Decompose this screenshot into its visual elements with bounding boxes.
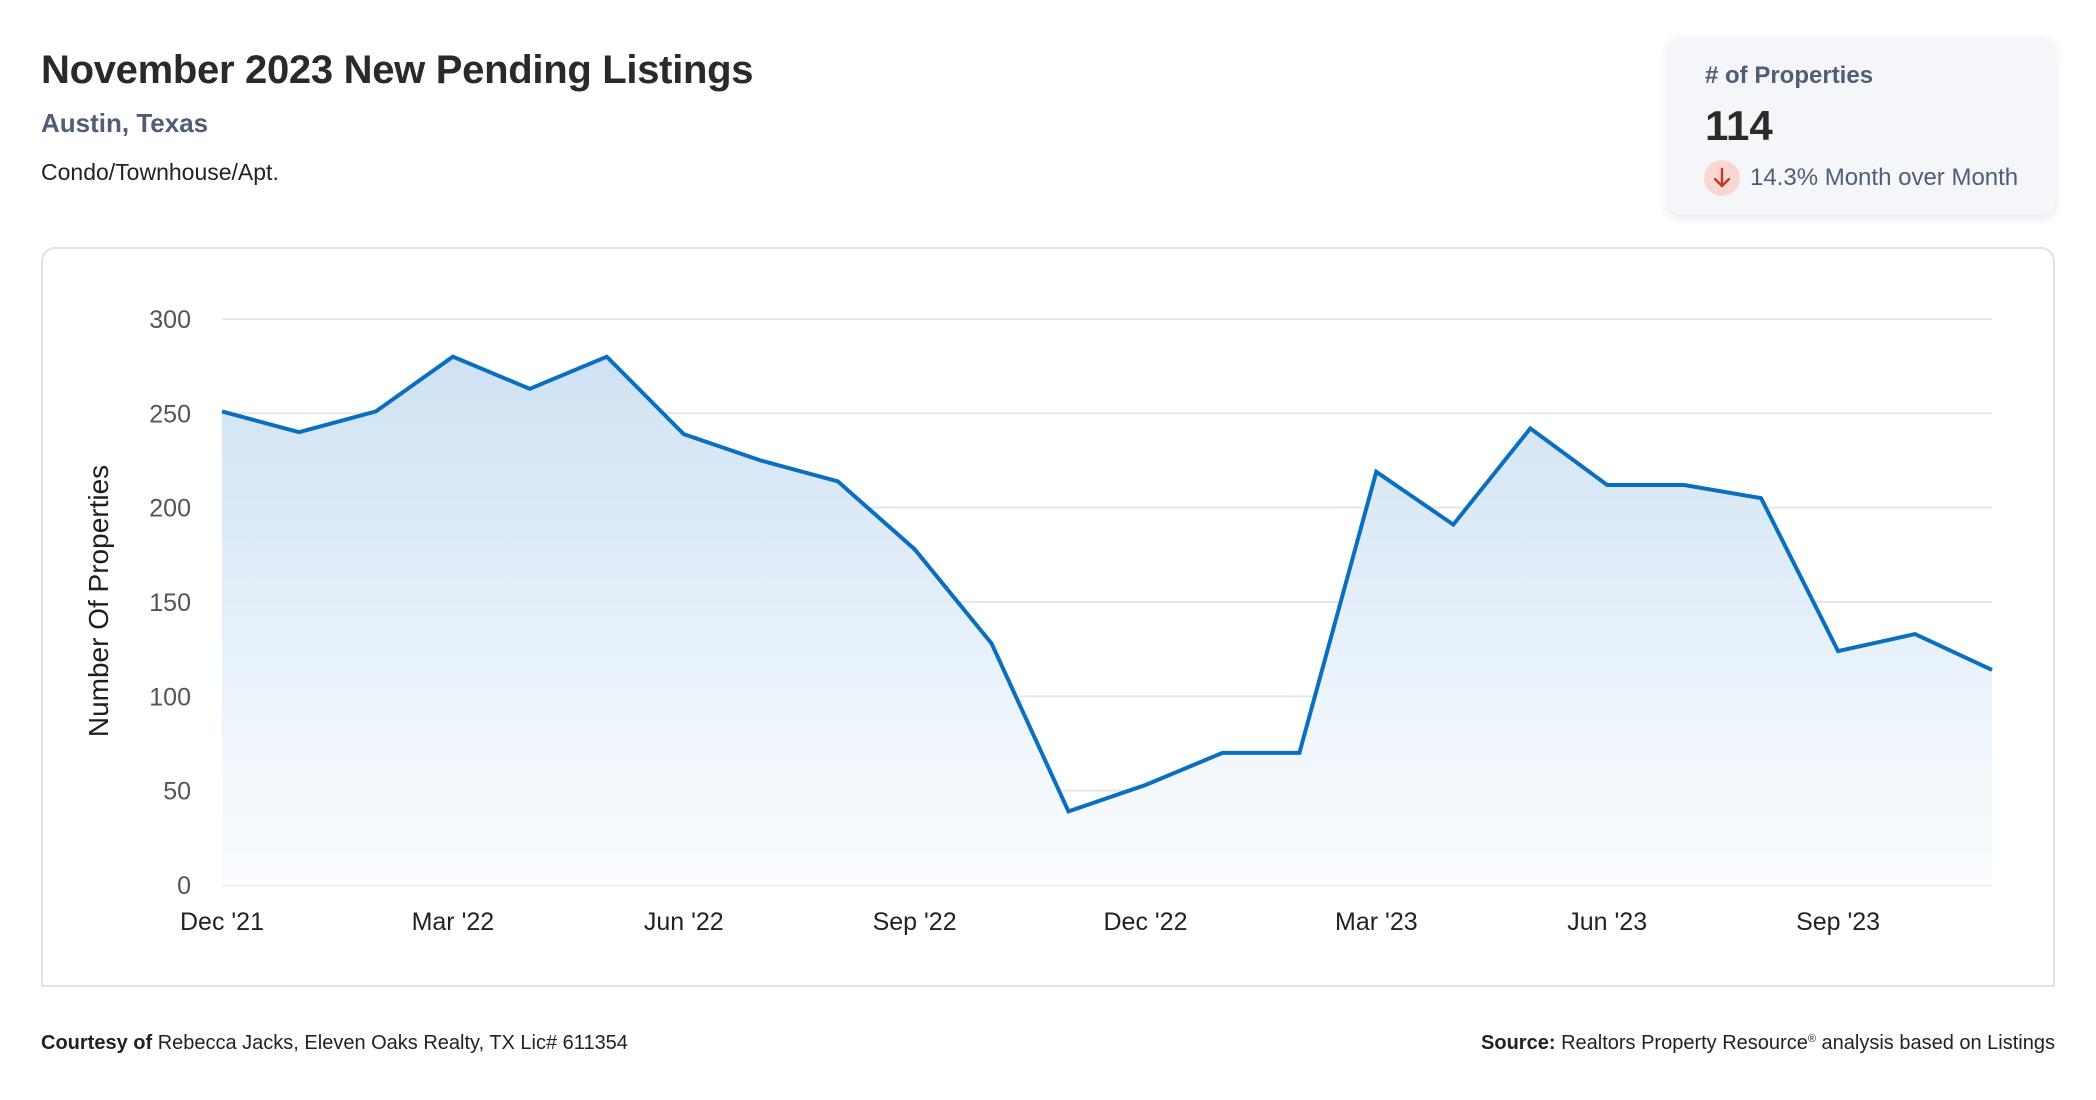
courtesy-label: Courtesy of (41, 1032, 153, 1054)
page-title: November 2023 New Pending Listings (41, 48, 754, 92)
svg-text:Mar '22: Mar '22 (412, 908, 495, 936)
location-subtitle: Austin, Texas (41, 108, 209, 138)
svg-text:250: 250 (149, 400, 191, 428)
kpi-change-text: 14.3% Month over Month (1750, 164, 2019, 191)
svg-text:Mar '23: Mar '23 (1335, 908, 1418, 936)
property-type-label: Condo/Townhouse/Apt. (41, 159, 279, 185)
svg-text:0: 0 (177, 872, 191, 900)
registered-mark: ® (1807, 1033, 1816, 1045)
line-chart: 0 50 100 150 200 250 300 Dec '21 Mar '22 Jun '22… (83, 306, 1993, 936)
source-label: Source: (1481, 1032, 1556, 1054)
kpi-value: 114 (1705, 102, 1773, 149)
svg-text:300: 300 (149, 306, 191, 334)
x-axis-ticks: Dec '21 Mar '22 Jun '22 Sep '22 Dec '22 Mar '… (180, 908, 1880, 936)
chart-area-fill (222, 356, 1992, 885)
svg-text:100: 100 (149, 683, 191, 711)
svg-text:Jun '23: Jun '23 (1567, 908, 1647, 936)
svg-text:Dec '22: Dec '22 (1103, 908, 1187, 936)
kpi-change: 14.3% Month over Month (1704, 160, 2018, 196)
kpi-card: # of Properties 114 14.3% Month over Mon… (1668, 38, 2055, 215)
source-text-tail: analysis based on Listings (1815, 1032, 2056, 1054)
svg-text:Dec '21: Dec '21 (180, 908, 264, 936)
source-text: Realtors Property Resource (1561, 1032, 1808, 1054)
chart-series-line (221, 354, 1993, 814)
y-axis-ticks: 0 50 100 150 200 250 300 (149, 306, 191, 900)
svg-text:150: 150 (149, 589, 191, 617)
source-footer: Source: Realtors Property Resource® anal… (1481, 1032, 2055, 1055)
y-axis-title: Number Of Properties (83, 465, 114, 737)
kpi-label: # of Properties (1705, 62, 1874, 89)
arrow-down-icon (1704, 160, 1740, 196)
svg-text:50: 50 (163, 778, 191, 806)
svg-text:Jun '22: Jun '22 (644, 908, 724, 936)
svg-text:200: 200 (149, 495, 191, 523)
courtesy-text: Rebecca Jacks, Eleven Oaks Realty, TX Li… (157, 1032, 628, 1054)
svg-text:Sep '23: Sep '23 (1796, 908, 1880, 936)
svg-text:Sep '22: Sep '22 (873, 908, 957, 936)
courtesy-footer: Courtesy of Rebecca Jacks, Eleven Oaks R… (41, 1032, 628, 1055)
